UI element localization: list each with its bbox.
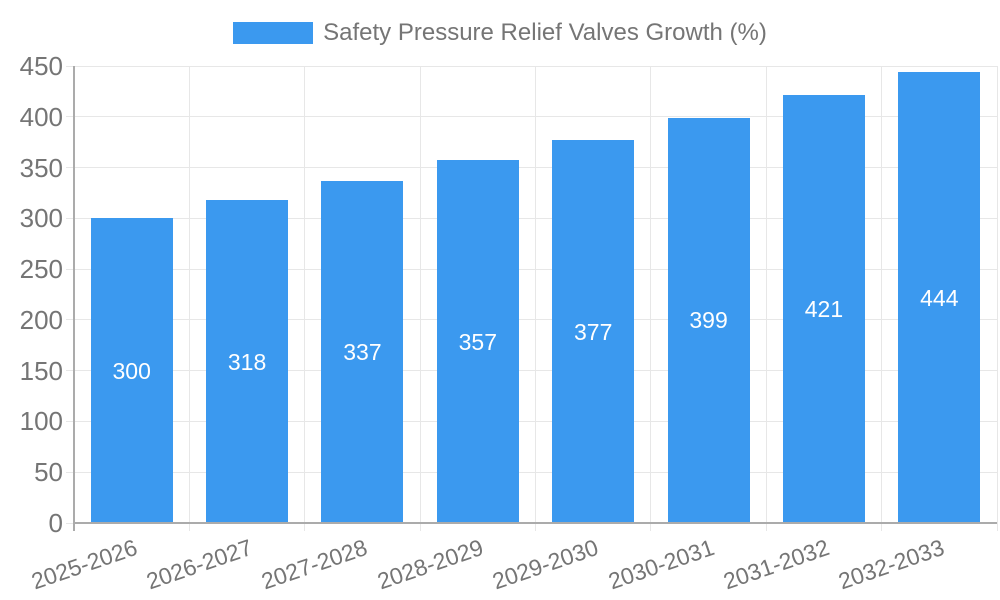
gridline-horizontal <box>66 116 997 118</box>
gridline-horizontal <box>66 167 997 169</box>
gridline-horizontal <box>66 471 997 473</box>
bar-value-label: 444 <box>920 284 959 311</box>
gridline-vertical <box>650 66 652 531</box>
x-tick-label: 2032-2033 <box>835 534 948 595</box>
x-tick-label: 2029-2030 <box>489 534 602 595</box>
bar[interactable] <box>667 117 750 523</box>
bar-value-label: 337 <box>343 338 382 365</box>
bar-value-label: 399 <box>689 307 728 334</box>
bar[interactable] <box>90 218 173 523</box>
legend-item[interactable]: Safety Pressure Relief Valves Growth (%) <box>0 10 1000 55</box>
y-tick-label: 100 <box>19 406 63 437</box>
y-tick-label: 350 <box>19 152 63 183</box>
bar-value-label: 318 <box>227 348 267 375</box>
bar[interactable] <box>206 200 289 523</box>
gridline-vertical <box>881 66 883 531</box>
gridline-horizontal <box>66 65 997 67</box>
bar-value-label: 421 <box>804 296 844 323</box>
x-tick-label: 2031-2032 <box>719 534 833 595</box>
bar-value-label: 300 <box>112 357 151 384</box>
y-tick-label: 0 <box>48 508 63 538</box>
gridline-vertical <box>765 66 767 531</box>
y-tick-label: 400 <box>19 101 63 132</box>
gridline-vertical <box>419 66 421 531</box>
gridline-horizontal <box>66 268 997 270</box>
y-tick-label: 200 <box>19 304 63 335</box>
gridline-horizontal <box>66 319 997 321</box>
gridline-vertical <box>304 66 306 531</box>
x-axis-line <box>74 522 997 524</box>
y-tick-label: 50 <box>34 457 63 488</box>
y-axis-line <box>72 66 75 531</box>
gridline-vertical <box>188 66 190 531</box>
bar-value-label: 357 <box>458 328 497 355</box>
bar[interactable] <box>436 160 519 523</box>
x-tick-label: 2025-2026 <box>27 534 141 595</box>
y-tick-label: 300 <box>19 203 63 234</box>
x-tick-label: 2027-2028 <box>258 534 371 595</box>
bar[interactable] <box>898 72 981 523</box>
gridline-horizontal <box>66 420 997 422</box>
y-tick-label: 450 <box>19 51 63 81</box>
legend-label: Safety Pressure Relief Valves Growth (%) <box>323 18 767 46</box>
bar[interactable] <box>782 95 865 523</box>
bar-value-label: 377 <box>574 318 613 345</box>
gridline-vertical <box>535 66 536 531</box>
y-tick-label: 150 <box>19 355 63 386</box>
x-tick-label: 2030-2031 <box>604 534 718 595</box>
gridline-horizontal <box>66 217 997 219</box>
gridline-vertical <box>996 66 998 531</box>
y-tick-label: 250 <box>19 254 63 285</box>
legend-swatch <box>233 21 314 44</box>
bar[interactable] <box>552 140 635 523</box>
bar[interactable] <box>321 180 404 523</box>
gridline-horizontal <box>66 370 997 372</box>
x-tick-label: 2026-2027 <box>143 534 256 595</box>
x-tick-label: 2028-2029 <box>373 534 487 595</box>
